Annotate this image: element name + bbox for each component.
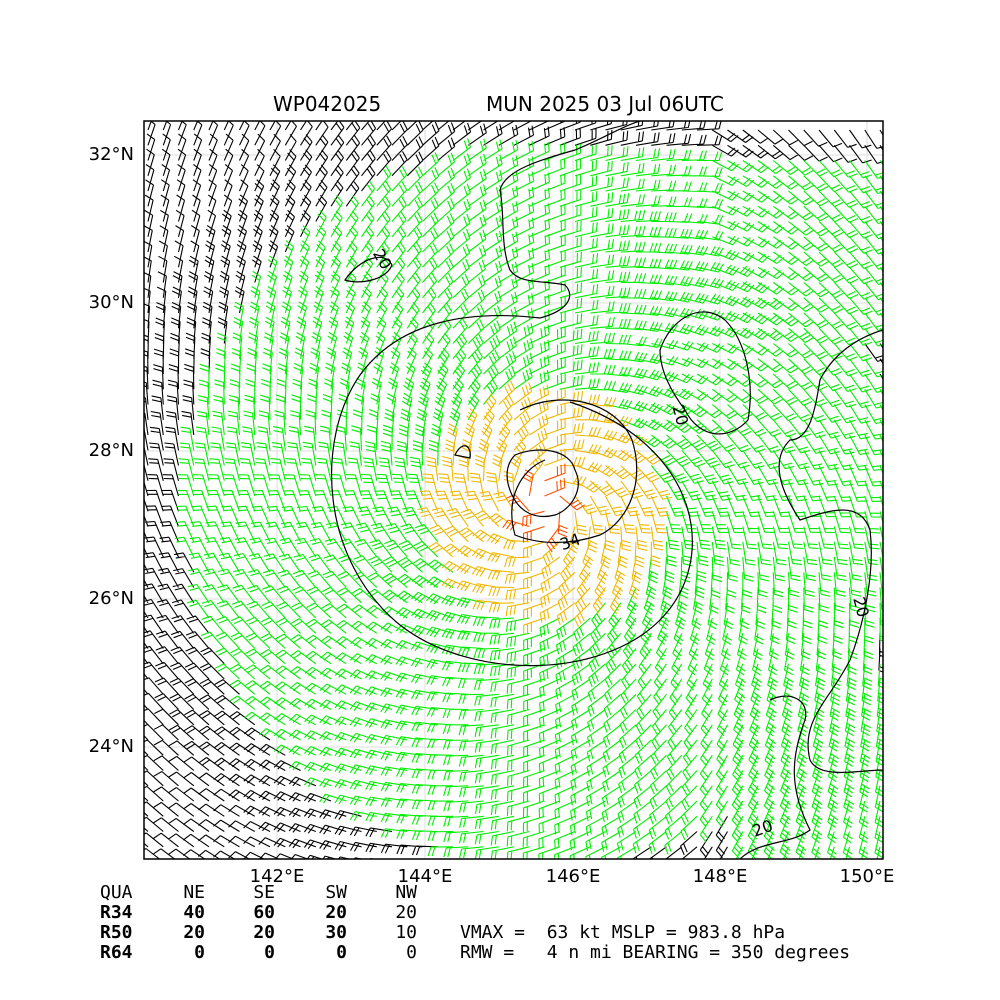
grid-lines: [144, 121, 883, 859]
table-header-ne: NE: [183, 882, 205, 903]
rmw-bearing-summary: RMW = 4 n mi BEARING = 350 degrees: [460, 942, 851, 963]
r50-ne: 20: [183, 922, 205, 943]
vmax-mslp-summary: VMAX = 63 kt MSLP = 983.8 hPa: [460, 922, 786, 943]
row-label-r50: R50: [100, 922, 133, 943]
row-label-r64: R64: [100, 942, 133, 963]
row-label-r34: R34: [100, 902, 133, 923]
wind-contours: [331, 121, 883, 859]
table-header-qua: QUA: [100, 882, 133, 903]
contour-20kt-far-east: [778, 329, 883, 774]
contour-34kt: [331, 121, 693, 667]
storm-id-title: WP042025: [273, 92, 382, 116]
storm-name-time-title: MUN 2025 03 Jul 06UTC: [486, 92, 724, 116]
wind-barbs-r50: [417, 380, 673, 635]
contour-34kt-inner: [511, 399, 638, 544]
wind-barbs-below-34kt: [144, 121, 883, 859]
r50-sw: 30: [325, 922, 347, 943]
contour-20kt-east: [659, 311, 751, 435]
contour-20kt-northwest: [344, 256, 393, 283]
r64-ne: 0: [194, 942, 205, 963]
table-header-sw: SW: [325, 882, 347, 903]
lat-tick-24: 24°N: [88, 736, 134, 757]
r50-nw: 10: [395, 922, 417, 943]
table-header-se: SE: [253, 882, 275, 903]
lat-tick-28: 28°N: [88, 440, 134, 461]
contour-20kt-south: [739, 695, 811, 859]
r34-nw: 20: [395, 902, 417, 923]
contour-50kt: [506, 449, 579, 517]
lat-tick-30: 30°N: [88, 292, 134, 313]
wind-barbs: [144, 121, 883, 859]
table-header-nw: NW: [395, 882, 417, 903]
r64-sw: 0: [336, 942, 347, 963]
r34-ne: 40: [183, 902, 205, 923]
r50-se: 20: [253, 922, 275, 943]
contour-label-20-farEast: 20: [849, 595, 873, 620]
r64-se: 0: [264, 942, 275, 963]
lon-tick-144: 144°E: [397, 866, 453, 887]
lon-tick-150: 150°E: [839, 866, 895, 887]
lat-tick-32: 32°N: [88, 144, 134, 165]
lon-tick-142: 142°E: [249, 866, 305, 887]
contour-small-west: [454, 445, 471, 459]
lat-tick-26: 26°N: [88, 588, 134, 609]
lon-tick-148: 148°E: [692, 866, 748, 887]
r34-se: 60: [253, 902, 275, 923]
plot-frame: [143, 120, 884, 860]
r64-nw: 0: [406, 942, 417, 963]
contour-label-20-east: 20: [669, 403, 693, 428]
wind-barbs-r34: [174, 138, 883, 859]
lon-tick-146: 146°E: [545, 866, 601, 887]
r34-sw: 20: [325, 902, 347, 923]
